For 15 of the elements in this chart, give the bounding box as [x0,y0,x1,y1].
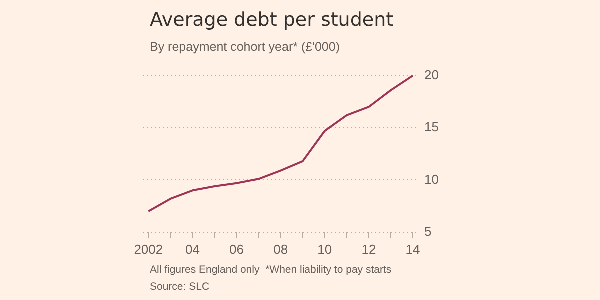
x-tick-label: 04 [185,242,200,257]
x-tick-label: 12 [362,242,376,257]
x-tick-label: 2002 [134,242,164,257]
x-tick-label: 06 [230,242,244,257]
x-tick-label: 14 [406,242,420,257]
y-tick-label: 20 [424,67,440,82]
source-note: Source: SLC [150,281,210,293]
y-tick-label: 10 [424,172,440,187]
x-tick-label: 10 [318,242,332,257]
x-tick-label: 08 [274,242,288,257]
y-tick-label: 15 [424,120,440,135]
chart-title: Average debt per student [150,9,394,31]
chart-subtitle: By repayment cohort year* (£'000) [150,40,340,54]
text: All figures England only *When liability to pay starts [150,264,392,276]
y-tick-label: 5 [424,224,432,239]
